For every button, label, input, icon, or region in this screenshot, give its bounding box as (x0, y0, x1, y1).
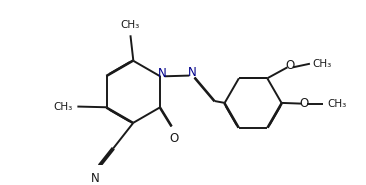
Text: N: N (188, 66, 197, 79)
Text: CH₃: CH₃ (121, 20, 140, 30)
Text: O: O (170, 132, 179, 145)
Text: O: O (299, 97, 309, 110)
Text: CH₃: CH₃ (313, 59, 332, 69)
Text: CH₃: CH₃ (54, 102, 73, 112)
Text: CH₃: CH₃ (327, 99, 346, 109)
Text: O: O (285, 59, 294, 72)
Text: N: N (91, 172, 100, 185)
Text: N: N (158, 67, 167, 80)
